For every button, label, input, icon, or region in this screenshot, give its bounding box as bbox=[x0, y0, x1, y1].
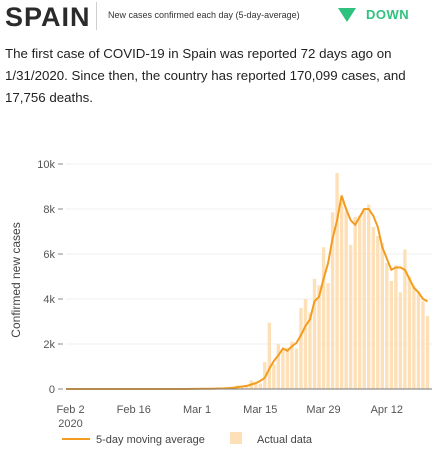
bars-group bbox=[64, 173, 430, 389]
bar bbox=[412, 285, 416, 389]
bar bbox=[385, 263, 389, 389]
bar bbox=[358, 215, 362, 389]
y-tick-label: 4k bbox=[43, 294, 55, 306]
y-axis-label: Confirmed new cases bbox=[9, 222, 23, 337]
y-tick-labels: 0 2k 4k 6k 8k 10k bbox=[37, 159, 63, 396]
bar bbox=[339, 200, 344, 389]
bar bbox=[380, 242, 384, 389]
country-title: SPAIN bbox=[5, 2, 91, 32]
x-tick-label: Feb 16 bbox=[117, 404, 151, 416]
x-tick-label: Mar 15 bbox=[243, 404, 277, 416]
bar bbox=[421, 301, 425, 389]
bar bbox=[312, 278, 317, 389]
bar bbox=[371, 227, 375, 389]
header: SPAIN New cases confirmed each day (5-da… bbox=[0, 0, 447, 34]
bar bbox=[263, 362, 267, 389]
legend: 5-day moving average Actual data bbox=[62, 432, 313, 446]
legend-bar-swatch bbox=[230, 432, 242, 444]
x-tick-label: Feb 2 bbox=[56, 404, 84, 416]
y-tick-label: 0 bbox=[49, 384, 55, 396]
triangle-down-icon bbox=[338, 8, 356, 22]
bar bbox=[335, 173, 339, 389]
x-tick-sublabel: 2020 bbox=[58, 418, 82, 430]
bar bbox=[299, 308, 303, 389]
bar bbox=[376, 236, 380, 389]
bar bbox=[425, 315, 430, 389]
bar bbox=[330, 212, 335, 389]
y-tick-label: 10k bbox=[37, 159, 55, 171]
bar bbox=[362, 209, 366, 389]
bar bbox=[254, 382, 258, 389]
bar bbox=[367, 204, 371, 389]
x-tick-labels: Feb 2 2020 Feb 16 Mar 1 Mar 15 Mar 29 Apr 12 bbox=[56, 404, 403, 430]
bar bbox=[321, 247, 326, 389]
bar bbox=[416, 292, 421, 389]
bar bbox=[308, 312, 312, 389]
bar bbox=[403, 249, 407, 389]
y-gridlines bbox=[66, 163, 432, 345]
bar bbox=[407, 276, 412, 389]
header-divider bbox=[96, 2, 97, 30]
trend-label: DOWN bbox=[366, 7, 410, 22]
bar bbox=[348, 245, 353, 389]
bar bbox=[276, 344, 281, 389]
bar bbox=[394, 265, 398, 389]
bar bbox=[272, 364, 276, 389]
bar bbox=[281, 349, 285, 389]
legend-bar-label: Actual data bbox=[257, 434, 313, 446]
y-tick-label: 2k bbox=[43, 339, 55, 351]
bar bbox=[344, 211, 348, 389]
x-tick-label: Mar 29 bbox=[306, 404, 340, 416]
bar bbox=[389, 281, 394, 389]
bar bbox=[245, 385, 249, 389]
summary-text: The first case of COVID-19 in Spain was … bbox=[5, 46, 406, 105]
bar bbox=[326, 283, 330, 389]
x-tick-label: Mar 1 bbox=[183, 404, 211, 416]
bar bbox=[294, 348, 299, 389]
metric-label: New cases confirmed each day (5-day-aver… bbox=[108, 10, 300, 20]
bar bbox=[258, 383, 262, 389]
bar bbox=[317, 285, 321, 389]
bar bbox=[398, 292, 403, 389]
bar bbox=[353, 216, 357, 389]
bar bbox=[290, 341, 294, 389]
legend-line-label: 5-day moving average bbox=[96, 434, 205, 446]
bar bbox=[240, 386, 244, 389]
x-tick-label: Apr 12 bbox=[371, 404, 403, 416]
bar bbox=[285, 347, 290, 389]
bar bbox=[267, 322, 272, 389]
bar bbox=[303, 299, 308, 389]
y-tick-label: 6k bbox=[43, 249, 55, 261]
y-tick-label: 8k bbox=[43, 204, 55, 216]
